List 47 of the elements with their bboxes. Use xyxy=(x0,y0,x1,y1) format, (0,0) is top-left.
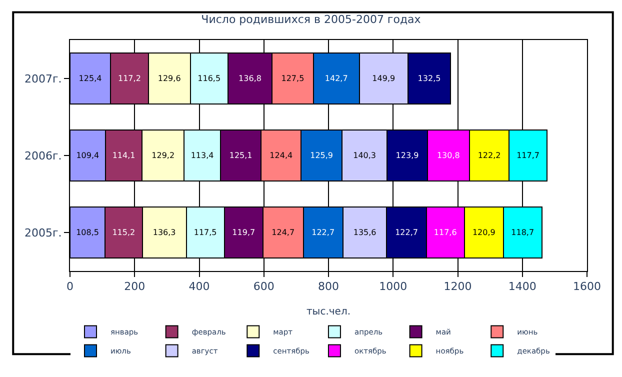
x-axis-title: тыс.чел. xyxy=(306,306,351,318)
x-tick-label: 1000 xyxy=(379,280,408,294)
data-label: 136,8 xyxy=(238,74,262,83)
data-label: 125,9 xyxy=(310,151,334,160)
x-tick-label: 400 xyxy=(188,280,210,294)
data-label: 122,2 xyxy=(478,151,501,160)
data-label: 117,7 xyxy=(516,151,540,160)
data-label: 120,9 xyxy=(472,228,496,237)
x-tick-label: 0 xyxy=(66,280,74,294)
data-label: 135,6 xyxy=(353,228,376,237)
x-tick-label: 1200 xyxy=(444,280,472,294)
chart-title: Число родившихся в 2005-2007 годах xyxy=(201,12,422,26)
data-label: 124,4 xyxy=(270,151,293,160)
x-tick-label: 800 xyxy=(318,280,339,294)
data-label: 149,9 xyxy=(372,74,396,83)
y-tick-label: 2006г. xyxy=(24,149,62,162)
data-label: 114,1 xyxy=(112,151,136,160)
data-label: 117,2 xyxy=(118,74,141,83)
y-tick-label: 2007г. xyxy=(24,72,62,86)
data-label: 132,5 xyxy=(418,74,441,83)
x-tick-label: 600 xyxy=(253,280,274,294)
data-label: 127,5 xyxy=(281,74,304,83)
data-label: 116,5 xyxy=(198,74,221,83)
data-label: 129,6 xyxy=(158,74,181,83)
x-tick-label: 1400 xyxy=(508,280,536,294)
data-label: 140,3 xyxy=(353,151,376,160)
data-label: 122,7 xyxy=(312,228,335,237)
data-label: 117,5 xyxy=(194,228,217,237)
data-label: 115,2 xyxy=(112,228,136,237)
data-label: 136,3 xyxy=(152,228,176,237)
data-label: 130,8 xyxy=(436,151,460,160)
data-label: 119,7 xyxy=(232,228,256,237)
data-label: 109,4 xyxy=(76,151,100,160)
data-label: 123,9 xyxy=(396,151,419,160)
data-label: 122,7 xyxy=(395,228,418,237)
data-label: 113,4 xyxy=(190,151,214,160)
data-label: 124,7 xyxy=(272,228,295,237)
data-label: 118,7 xyxy=(511,228,534,237)
data-label: 108,5 xyxy=(76,228,99,237)
data-label: 129,2 xyxy=(152,151,175,160)
data-label: 125,4 xyxy=(78,74,102,83)
data-label: 117,6 xyxy=(434,228,457,237)
data-label: 142,7 xyxy=(324,74,348,83)
data-label: 125,1 xyxy=(229,151,252,160)
x-tick-label: 1600 xyxy=(573,280,601,294)
y-tick-label: 2005г. xyxy=(24,226,62,240)
x-tick-label: 200 xyxy=(124,280,146,294)
